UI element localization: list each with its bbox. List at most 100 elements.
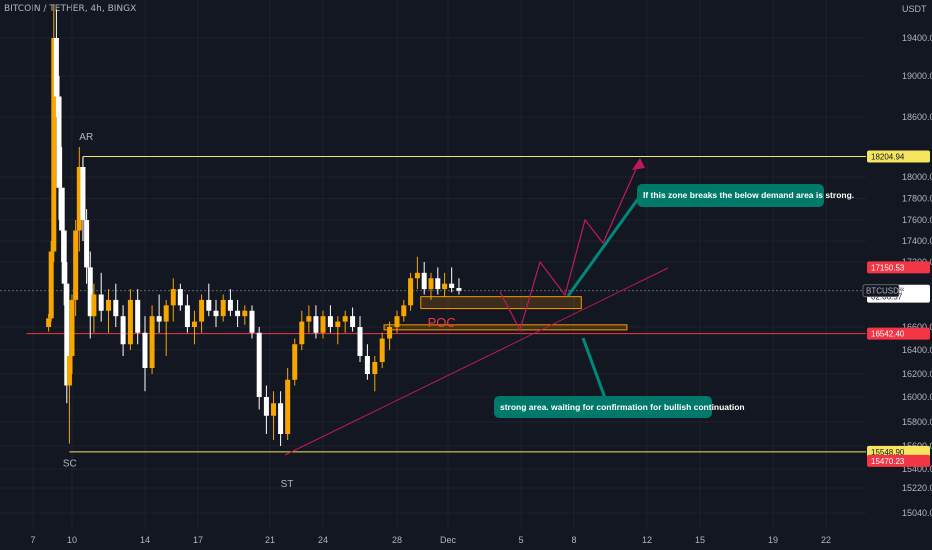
candle-body: [313, 316, 319, 333]
candle: [435, 267, 441, 295]
price-tag-label: 15548.90: [871, 448, 905, 457]
candle: [149, 305, 155, 374]
price-tag-label: 16542.40: [871, 330, 905, 339]
candle-body: [428, 278, 434, 290]
time-tick-label: 24: [318, 535, 328, 545]
candle-body: [242, 310, 248, 317]
price-tick-label: 16400.00: [902, 345, 932, 355]
candle: [127, 289, 133, 350]
candle: [46, 314, 52, 332]
candle: [421, 262, 427, 295]
symbol-tag: BTCUSDT: [866, 287, 904, 296]
candle: [69, 294, 75, 374]
candle: [428, 272, 434, 300]
candle: [350, 307, 356, 332]
candle: [263, 385, 269, 434]
candle: [177, 283, 183, 311]
candle-body: [163, 305, 169, 322]
candle: [120, 305, 126, 356]
price-tag: 16542.40: [867, 327, 930, 340]
candle-body: [278, 403, 284, 434]
candle: [357, 316, 363, 362]
candle: [379, 332, 385, 368]
candle: [91, 283, 97, 333]
candle-body: [199, 299, 205, 322]
candle-body: [235, 310, 241, 317]
candle-body: [350, 316, 356, 327]
candle: [66, 350, 72, 444]
price-tag: 17150.53: [867, 261, 930, 274]
demand-zone: [383, 324, 628, 331]
candle-body: [156, 316, 162, 322]
candle-body: [320, 316, 326, 333]
candle: [113, 283, 119, 327]
candle: [213, 299, 219, 327]
candle-body: [372, 362, 378, 374]
candle: [142, 316, 148, 392]
time-tick-label: 21: [265, 535, 275, 545]
price-tick-label: 16600.00: [902, 322, 932, 332]
time-tick-label: Dec: [440, 535, 457, 545]
candle: [48, 241, 54, 322]
candle-body: [256, 332, 262, 397]
note-bottom: strong area. waiting for confirmation fo…: [500, 402, 745, 412]
time-tick-label: 28: [392, 535, 402, 545]
price-tags: 18204.9417150.5316934.9602:06:5716542.40…: [862, 150, 930, 467]
candle: [80, 157, 86, 241]
candle-body: [91, 294, 97, 317]
candle-body: [408, 278, 414, 306]
time-tick-label: 12: [642, 535, 652, 545]
candle: [449, 267, 455, 293]
symbol-tag-bg: [862, 284, 900, 298]
candle: [106, 289, 111, 333]
time-tick-label: 15: [695, 535, 705, 545]
candle: [306, 305, 312, 333]
candle-body: [227, 299, 233, 311]
candle: [206, 283, 212, 317]
candle-body: [113, 299, 119, 317]
candle: [442, 272, 448, 297]
candle-body: [98, 294, 104, 311]
candle: [320, 310, 326, 339]
candle: [73, 220, 79, 317]
candle: [191, 310, 197, 345]
candle-body: [263, 397, 269, 416]
time-tick-label: 17: [193, 535, 203, 545]
price-tag-label: 17150.53: [871, 263, 905, 272]
time-tick-label: 5: [518, 535, 523, 545]
price-tag-label: 15470.23: [871, 457, 905, 466]
note-box-top: [637, 184, 824, 207]
candle-body: [285, 379, 291, 434]
candle-body: [206, 299, 212, 311]
time-tick-label: 22: [821, 535, 831, 545]
candle-body: [66, 356, 72, 386]
candle-body: [73, 230, 79, 300]
candle: [271, 391, 277, 440]
candle-body: [414, 272, 420, 279]
note-box-bottom: [494, 396, 712, 418]
candle-body: [120, 316, 126, 345]
trendline: [284, 267, 669, 456]
candle: [256, 327, 262, 410]
candle-body: [127, 299, 133, 345]
candle-body: [449, 283, 455, 288]
candle-body: [220, 299, 226, 317]
candle-body: [149, 316, 155, 368]
candle-body: [48, 251, 54, 319]
candle-body: [421, 272, 427, 290]
candle: [84, 209, 90, 284]
candle: [61, 187, 67, 306]
candle: [313, 305, 319, 339]
annotation-labels: AR SC ST POC: [63, 132, 456, 490]
price-tag: 15470.23: [867, 454, 930, 467]
candle-body: [364, 356, 370, 374]
candle-body: [184, 305, 190, 327]
candle-body: [292, 344, 298, 380]
candle-body: [387, 327, 393, 339]
time-axis: 7 10 14 17 21 24 28 Dec 5 8 12 15 19 22: [30, 535, 831, 545]
price-tick-label: 18000.00: [902, 172, 932, 182]
candle-body: [379, 338, 385, 362]
price-tag-bg: [867, 150, 930, 163]
candle: [56, 76, 62, 220]
